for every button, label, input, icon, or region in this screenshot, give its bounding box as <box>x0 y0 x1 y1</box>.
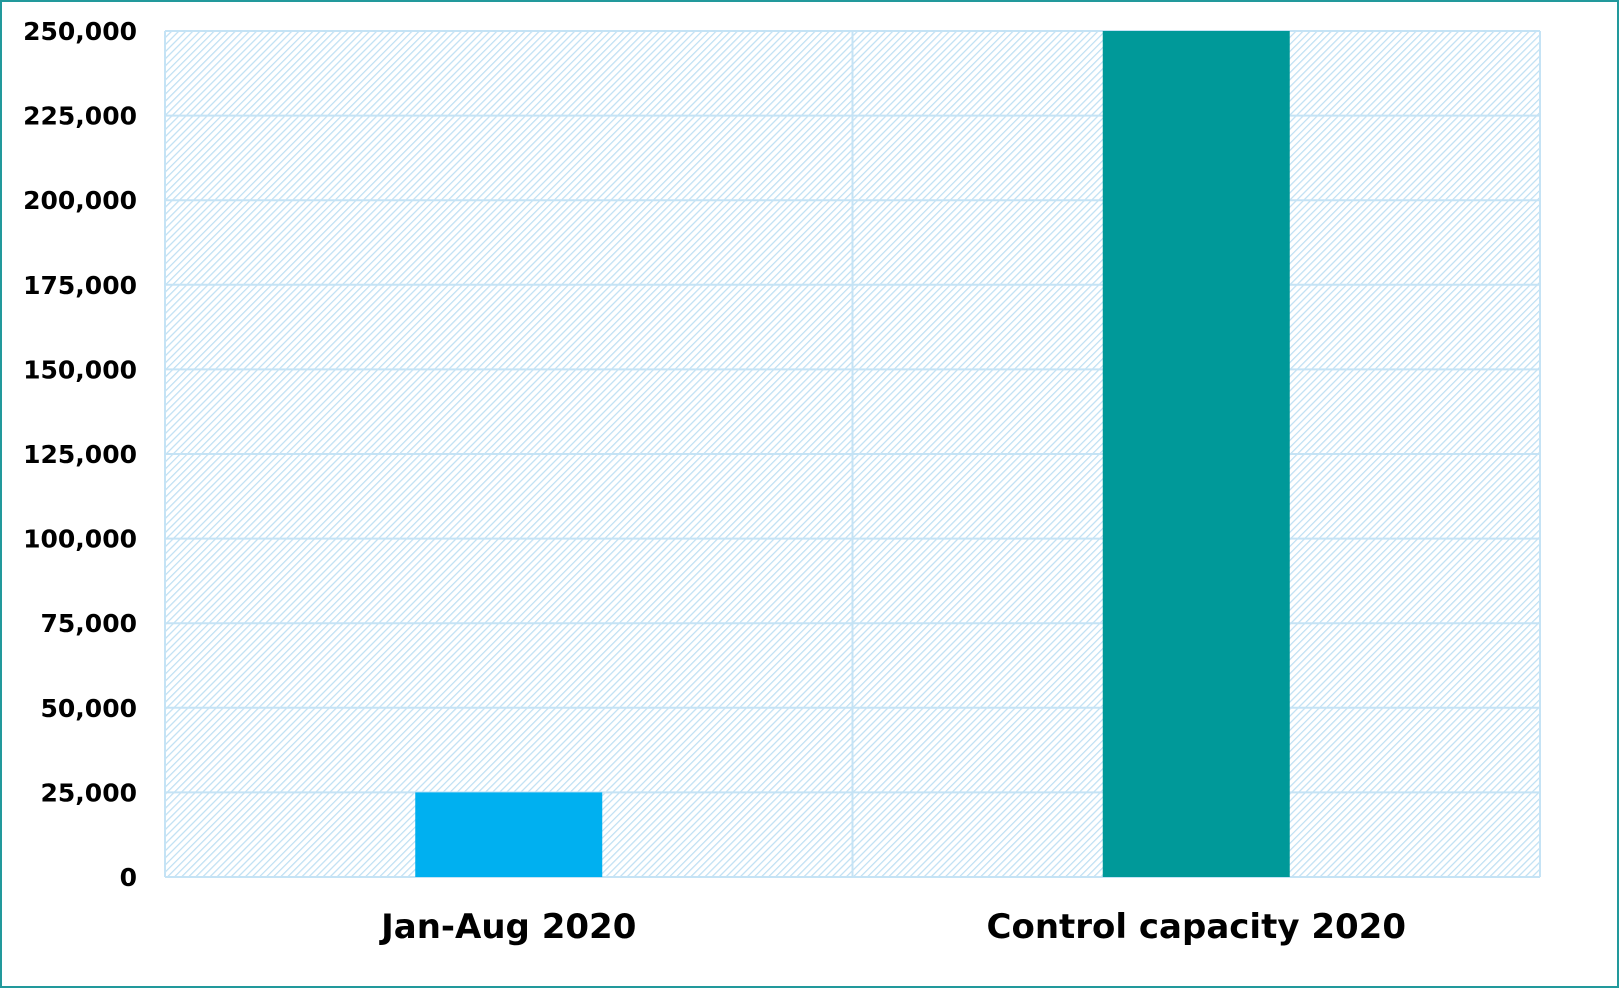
x-category-label: Control capacity 2020 <box>987 907 1406 947</box>
y-tick-label: 225,000 <box>23 102 137 131</box>
y-tick-label: 150,000 <box>23 355 137 384</box>
x-axis-category-labels: Jan-Aug 2020 Control capacity 2020 <box>379 907 1406 947</box>
y-tick-label: 25,000 <box>41 778 137 807</box>
y-tick-label: 125,000 <box>23 440 137 469</box>
y-tick-label: 250,000 <box>23 17 137 46</box>
y-tick-label: 0 <box>120 863 137 892</box>
y-tick-label: 175,000 <box>23 271 137 300</box>
y-axis-tick-labels: 0 25,000 50,000 75,000 100,000 125,000 150,000… <box>23 17 137 892</box>
bar-1 <box>1102 31 1290 877</box>
x-category-label: Jan-Aug 2020 <box>379 907 636 947</box>
y-tick-label: 50,000 <box>41 694 137 723</box>
bars <box>415 31 1290 877</box>
y-tick-label: 100,000 <box>23 525 137 554</box>
grid-lines <box>164 30 1541 878</box>
y-tick-label: 200,000 <box>23 186 137 215</box>
bar-0 <box>415 792 603 877</box>
y-tick-label: 75,000 <box>41 609 137 638</box>
